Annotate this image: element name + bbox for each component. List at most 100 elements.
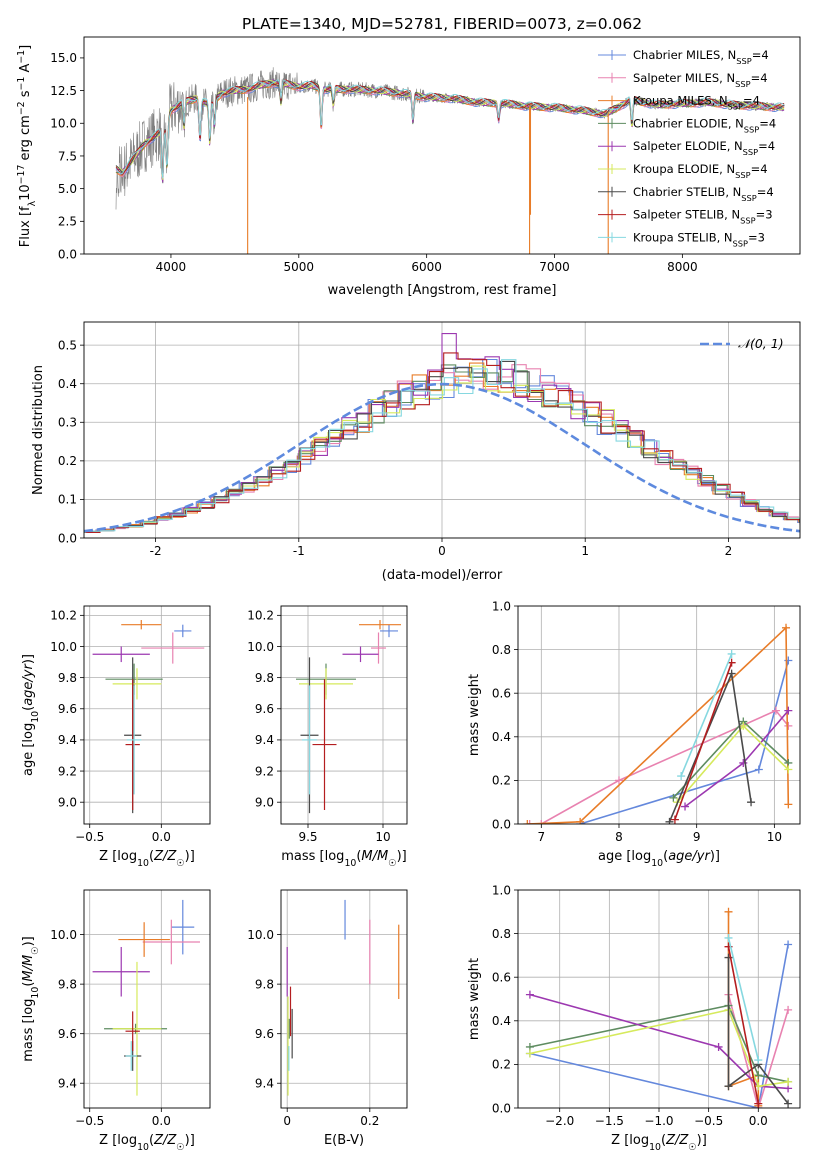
data-point-marker <box>724 907 733 916</box>
x-tick-label: 0 <box>283 1114 291 1128</box>
y-tick-label: 0.4 <box>58 377 77 391</box>
x-tick-label: −1.5 <box>595 1114 624 1128</box>
y-tick-label: 9.4 <box>58 733 77 747</box>
data-point-marker <box>665 817 674 824</box>
legend-label: Kroupa ELODIE, NSSP=4 <box>633 162 768 180</box>
axes-frame <box>83 321 801 539</box>
mass-weight-line <box>529 944 789 1108</box>
plot-area <box>518 606 800 824</box>
mass-weight-line <box>684 710 789 808</box>
x-tick-label: 9 <box>693 830 701 844</box>
normal-curve <box>84 382 800 533</box>
y-tick-label: 10.0 <box>50 928 77 942</box>
legend: Chabrier MILES, NSSP=4 Salpeter MILES, NS… <box>598 48 776 248</box>
legend-label: Kroupa STELIB, NSSP=3 <box>633 230 765 248</box>
y-tick-label: 0.2 <box>492 774 511 788</box>
axes-frame <box>83 36 801 255</box>
axes-frame <box>280 605 408 825</box>
data-point-marker <box>714 1042 723 1051</box>
y-tick-label: 7.5 <box>58 149 77 163</box>
y-tick-label: 9.8 <box>255 671 274 685</box>
data-point-marker <box>747 798 756 807</box>
chart-age-vs-mass: 9.5 10 9.0 9.2 9.4 9.6 9.8 10.0 10.2 mass [log10(… <box>247 605 408 869</box>
data-point-marker <box>784 1099 793 1108</box>
data-point-marker <box>784 765 793 774</box>
data-point-marker <box>784 1005 793 1014</box>
data-point-marker <box>537 820 546 824</box>
y-tick-label: 9.0 <box>255 796 274 810</box>
y-tick-label: 0.4 <box>492 1014 511 1028</box>
x-tick-label: 0.0 <box>152 1114 171 1128</box>
data-point-marker <box>677 772 686 781</box>
data-point-marker <box>727 649 736 658</box>
data-point-marker <box>727 658 736 667</box>
y-tick-label: 0.4 <box>492 730 511 744</box>
y-tick-label: 0.0 <box>492 1101 511 1115</box>
data-point-marker <box>525 820 534 824</box>
residual-histogram <box>85 360 800 532</box>
x-tick-label: 0.0 <box>749 1114 768 1128</box>
data-point-marker <box>754 1056 763 1065</box>
y-tick-label: 9.6 <box>58 1027 77 1041</box>
y-tick-label: 9.4 <box>58 1077 77 1091</box>
data-point-marker <box>754 765 763 774</box>
x-tick-label: -1 <box>293 544 305 558</box>
plot-area <box>84 322 800 538</box>
mass-weight-line <box>727 994 789 1108</box>
data-point-marker <box>784 800 793 809</box>
x-tick-label: −0.5 <box>694 1114 723 1128</box>
data-point-marker <box>525 1049 534 1058</box>
y-tick-label: 2.5 <box>58 215 77 229</box>
data-point-marker <box>523 820 532 824</box>
x-axis-label: E(B-V) <box>324 1133 364 1148</box>
x-tick-label: −0.5 <box>75 1114 104 1128</box>
y-tick-label: 9.8 <box>255 977 274 991</box>
plot-area <box>84 890 210 1108</box>
legend-label: Chabrier ELODIE, NSSP=4 <box>633 116 776 134</box>
chart-mass-vs-ebv: 0 0.2 9.4 9.6 9.8 10.0 E(B-V) <box>247 889 408 1148</box>
y-tick-label: 0.5 <box>58 338 77 352</box>
data-point-marker <box>576 817 585 824</box>
y-tick-label: 0.8 <box>492 643 511 657</box>
x-tick-label: 7000 <box>539 260 570 274</box>
y-tick-label: 10.0 <box>50 640 77 654</box>
x-tick-label: 10 <box>375 830 390 844</box>
residual-histogram <box>85 352 800 533</box>
mass-weight-line <box>727 937 760 1061</box>
y-tick-label: 9.2 <box>58 764 77 778</box>
figure-title: PLATE=1340, MJD=52781, FIBERID=0073, z=0… <box>242 15 642 33</box>
data-point-marker <box>784 1077 793 1086</box>
x-tick-label: 5000 <box>284 260 315 274</box>
y-tick-label: 1.0 <box>492 883 511 897</box>
chart-residuals: -2 -1 0 1 2 0.0 0.1 0.2 0.3 0.4 0.5 (data-model)/er… <box>31 321 801 583</box>
mass-weight-line <box>727 957 789 1105</box>
y-tick-label: 0.0 <box>492 817 511 831</box>
x-tick-label: −2.0 <box>545 1114 574 1128</box>
y-tick-label: 10.0 <box>247 928 274 942</box>
y-tick-label: 0.2 <box>58 454 77 468</box>
y-tick-label: 9.4 <box>255 733 274 747</box>
y-tick-label: 10.2 <box>247 609 274 623</box>
axes-frame <box>83 605 211 825</box>
data-point-marker <box>525 990 534 999</box>
y-axis-label: age [log10(age/yr)] <box>21 654 41 776</box>
y-tick-label: 10.2 <box>50 609 77 623</box>
y-tick-label: 9.4 <box>255 1077 274 1091</box>
y-tick-label: 10.0 <box>247 640 274 654</box>
legend-label: Chabrier MILES, NSSP=4 <box>633 48 769 66</box>
legend-label: Chabrier STELIB, NSSP=4 <box>633 185 774 203</box>
y-tick-label: 0.0 <box>58 247 77 261</box>
plot-area <box>281 890 407 1108</box>
y-tick-label: 10.0 <box>50 117 77 131</box>
x-tick-label: 7 <box>537 830 545 844</box>
x-axis-label: (data-model)/error <box>382 568 503 583</box>
data-point-marker <box>669 793 678 802</box>
y-tick-label: 15.0 <box>50 51 77 65</box>
residual-histogram <box>86 359 800 532</box>
x-tick-label: 1 <box>581 544 589 558</box>
x-tick-label: 6000 <box>411 260 442 274</box>
data-point-marker <box>614 776 623 785</box>
x-tick-label: 0 <box>438 544 446 558</box>
y-axis-label: Normed distribution <box>31 365 46 495</box>
x-axis-label: mass [log10(M/M☉)] <box>281 849 407 869</box>
